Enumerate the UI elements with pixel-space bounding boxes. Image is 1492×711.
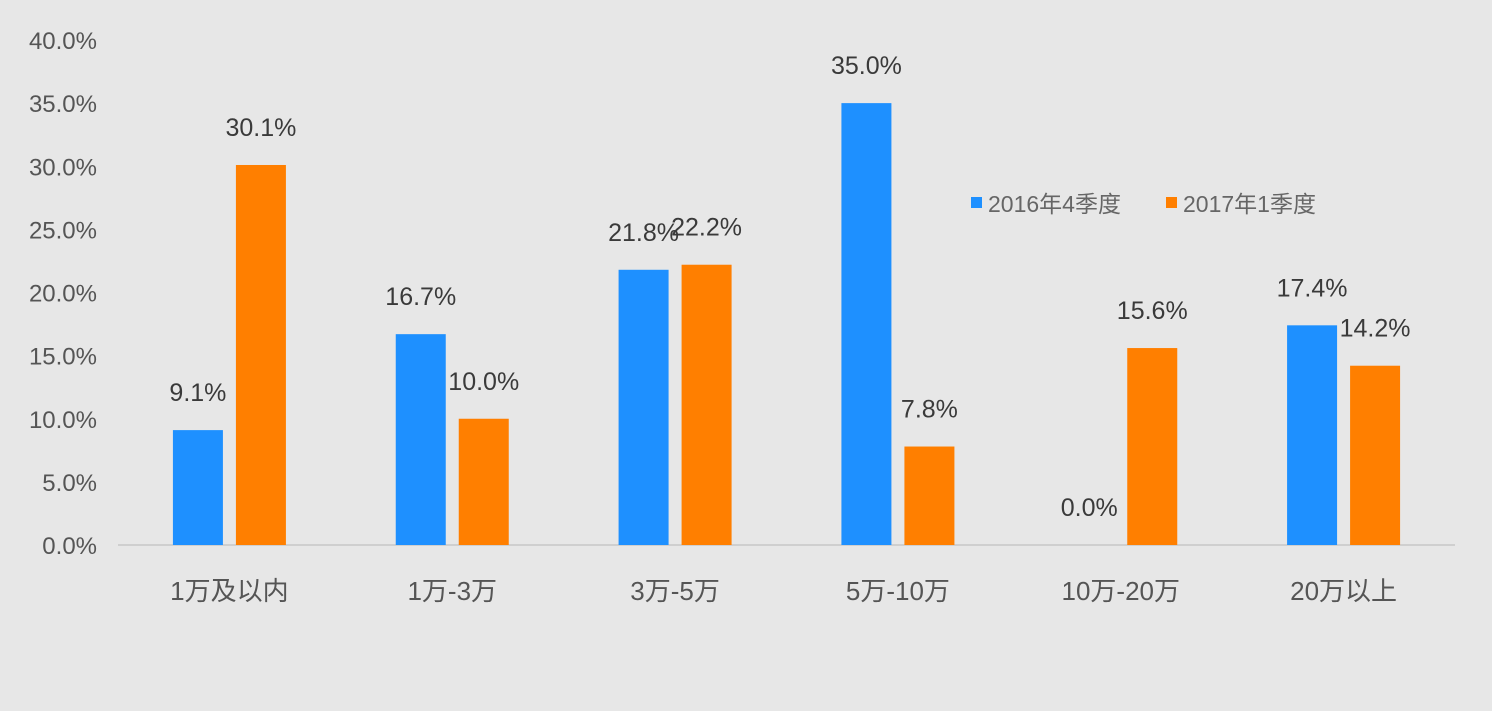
bar-series-2	[1127, 348, 1178, 545]
legend-label-2016q4: 2016年4季度	[988, 191, 1121, 217]
y-tick-label: 5.0%	[42, 470, 97, 497]
y-tick-label: 0.0%	[42, 533, 97, 560]
y-tick-label: 20.0%	[29, 281, 97, 308]
data-label: 0.0%	[1061, 494, 1118, 522]
bar-series-2	[1350, 365, 1401, 545]
bar-series-2	[458, 418, 509, 545]
y-tick-label: 35.0%	[29, 91, 97, 118]
legend-swatch-2017q1	[1166, 197, 1177, 208]
y-axis-ticks: 0.0% 5.0% 10.0% 15.0% 20.0% 25.0% 30.0% 35.0% 40…	[29, 28, 97, 560]
data-labels: 9.1% 30.1% 16.7% 10.0% 21.8%22.2% 35.0% 7.8% 0.…	[169, 52, 1410, 522]
data-label: 17.4%	[1277, 274, 1348, 302]
data-label: 7.8%	[901, 396, 958, 424]
data-label: 9.1%	[169, 379, 226, 407]
bar-series-1	[1287, 325, 1338, 545]
x-tick-label: 5万-10万	[846, 576, 950, 606]
y-tick-label: 40.0%	[29, 28, 97, 55]
data-label: 21.8%	[608, 219, 679, 247]
bar-series-2	[904, 446, 955, 545]
x-tick-label: 1万及以内	[170, 576, 288, 606]
legend-swatch-2016q4	[971, 197, 982, 208]
y-tick-label: 10.0%	[29, 407, 97, 434]
x-tick-label: 10万-20万	[1062, 576, 1181, 606]
bar-series-2	[681, 264, 732, 545]
data-label: 35.0%	[831, 52, 902, 80]
bar-series-1	[618, 269, 669, 545]
x-tick-label: 3万-5万	[630, 576, 720, 606]
y-tick-label: 30.0%	[29, 154, 97, 181]
x-tick-label: 1万-3万	[407, 576, 497, 606]
bar-series-1	[172, 430, 223, 545]
y-tick-label: 25.0%	[29, 217, 97, 244]
legend: 2016年4季度 2017年1季度	[971, 191, 1316, 217]
data-label: 10.0%	[448, 368, 519, 396]
bars	[172, 103, 1401, 546]
bar-series-1	[395, 334, 446, 545]
data-label: 22.2%	[671, 214, 742, 242]
data-label: 16.7%	[385, 283, 456, 311]
data-label: 15.6%	[1117, 297, 1188, 325]
y-tick-label: 15.0%	[29, 344, 97, 371]
legend-label-2017q1: 2017年1季度	[1183, 191, 1316, 217]
bar-series-1	[841, 103, 892, 545]
data-label: 14.2%	[1340, 315, 1411, 343]
bar-series-2	[235, 164, 286, 546]
x-tick-label: 20万以上	[1290, 576, 1397, 606]
data-label: 30.1%	[225, 114, 296, 142]
x-axis-ticks: 1万及以内 1万-3万 3万-5万 5万-10万 10万-20万 20万以上	[170, 576, 1397, 606]
